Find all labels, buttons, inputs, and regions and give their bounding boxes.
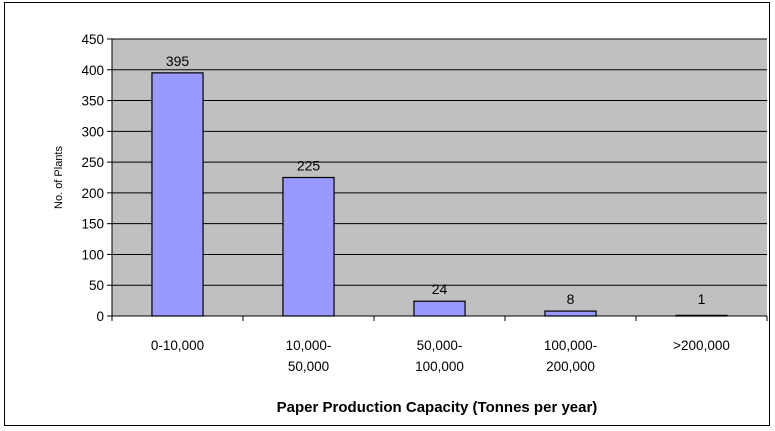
x-tick-label: 0-10,000 [151, 338, 204, 353]
bar-chart: 395 225 24 8 1 0 50 100 150 200 250 300 350 400 450 0-… [53, 32, 768, 416]
y-tick-label: 200 [81, 186, 104, 201]
axes: 0 50 100 150 200 250 300 350 400 450 0-10,000 10,00… [81, 32, 768, 374]
x-tick-label: >200,000 [673, 338, 730, 353]
y-tick-label: 100 [81, 247, 104, 262]
bar [151, 72, 204, 317]
data-labels: 395 225 24 8 1 [166, 53, 706, 307]
x-tick-label: 100,000-200,000 [544, 338, 597, 374]
y-tick-label: 350 [81, 94, 104, 109]
y-tick-label: 250 [81, 155, 104, 170]
y-tick-label: 300 [81, 124, 104, 139]
y-tick-label: 450 [81, 32, 104, 47]
y-axis-title: No. of Plants [53, 146, 65, 209]
y-tick-label: 50 [89, 278, 104, 293]
chart-frame: 395 225 24 8 1 0 50 100 150 200 250 300 350 400 450 0-… [4, 2, 770, 426]
plot-area [112, 39, 767, 316]
y-tick-label: 0 [96, 309, 104, 324]
y-tick-label: 150 [81, 217, 104, 232]
x-axis-title: Paper Production Capacity (Tonnes per ye… [277, 399, 598, 416]
data-label: 225 [297, 158, 321, 174]
data-label: 8 [567, 291, 575, 307]
y-tick-label: 400 [81, 63, 104, 78]
gridlines [112, 38, 767, 286]
x-tick-label: 10,000-50,000 [286, 338, 332, 374]
bar [413, 300, 466, 317]
bar [282, 176, 335, 317]
data-label: 395 [166, 53, 190, 69]
bar [544, 310, 597, 317]
x-tick-label: 50,000-100,000 [415, 338, 464, 374]
data-label: 24 [432, 281, 448, 297]
data-label: 1 [698, 291, 706, 307]
